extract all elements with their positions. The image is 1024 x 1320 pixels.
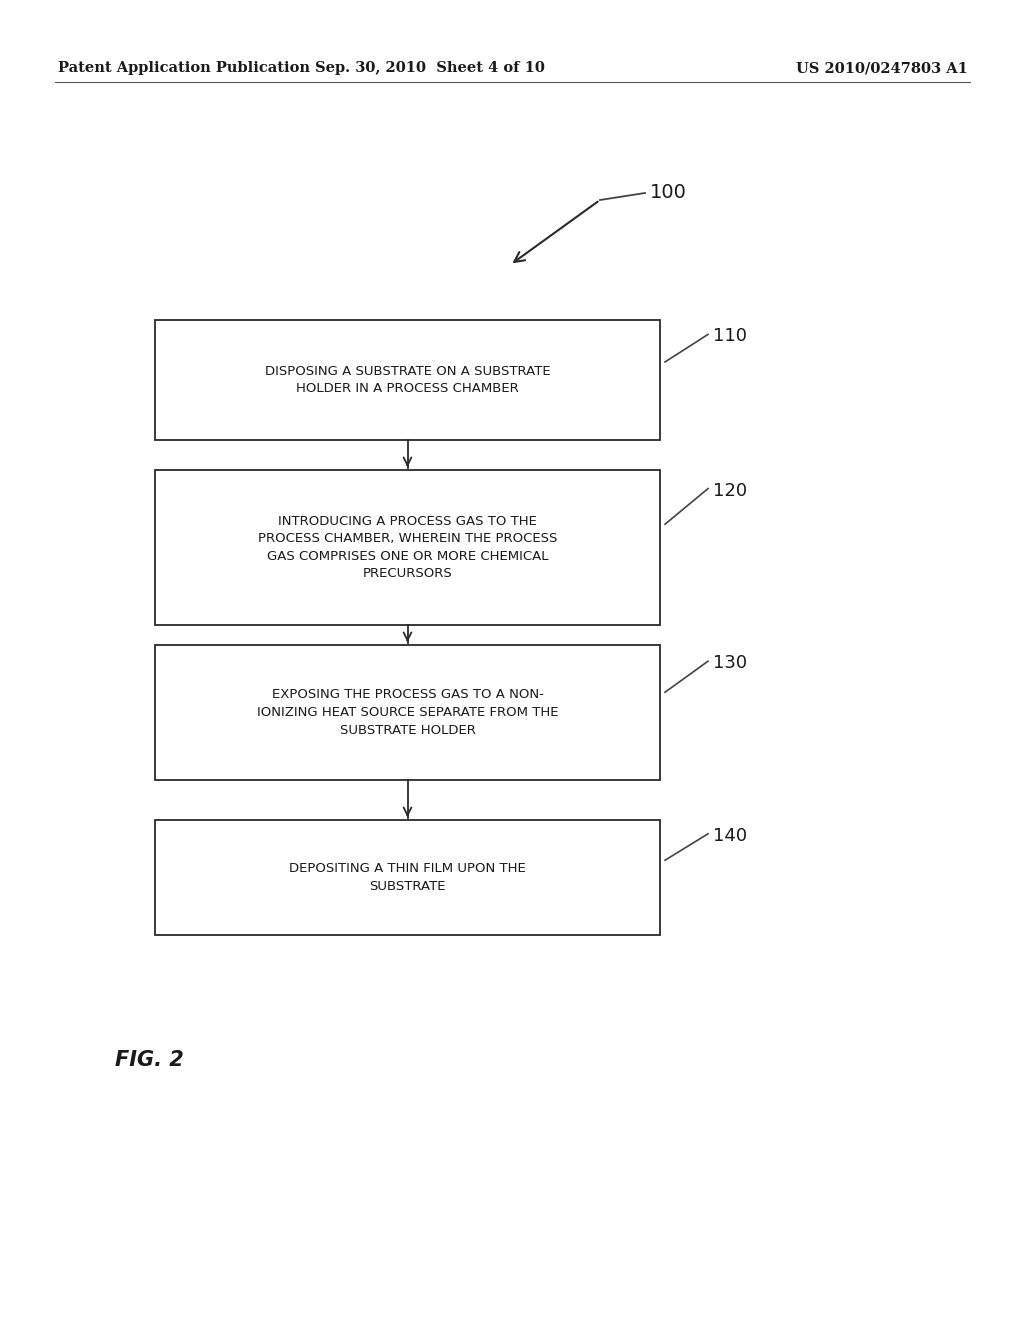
Bar	[155, 319, 660, 440]
Text: INTRODUCING A PROCESS GAS TO THE
PROCESS CHAMBER, WHEREIN THE PROCESS
GAS COMPRI: INTRODUCING A PROCESS GAS TO THE PROCESS…	[258, 515, 557, 581]
Bar	[155, 645, 660, 780]
Text: Sep. 30, 2010  Sheet 4 of 10: Sep. 30, 2010 Sheet 4 of 10	[315, 61, 545, 75]
Text: FIG. 2: FIG. 2	[115, 1049, 183, 1071]
Text: 110: 110	[713, 327, 746, 346]
Text: 140: 140	[713, 826, 748, 845]
Text: US 2010/0247803 A1: US 2010/0247803 A1	[796, 61, 968, 75]
Bar	[155, 470, 660, 624]
Text: 130: 130	[713, 655, 748, 672]
Text: DISPOSING A SUBSTRATE ON A SUBSTRATE
HOLDER IN A PROCESS CHAMBER: DISPOSING A SUBSTRATE ON A SUBSTRATE HOL…	[264, 364, 550, 395]
Text: EXPOSING THE PROCESS GAS TO A NON-
IONIZING HEAT SOURCE SEPARATE FROM THE
SUBSTR: EXPOSING THE PROCESS GAS TO A NON- IONIZ…	[257, 689, 558, 737]
Text: 100: 100	[650, 183, 687, 202]
Bar	[155, 820, 660, 935]
Text: DEPOSITING A THIN FILM UPON THE
SUBSTRATE: DEPOSITING A THIN FILM UPON THE SUBSTRAT…	[289, 862, 526, 892]
Text: 120: 120	[713, 482, 748, 499]
Text: Patent Application Publication: Patent Application Publication	[58, 61, 310, 75]
